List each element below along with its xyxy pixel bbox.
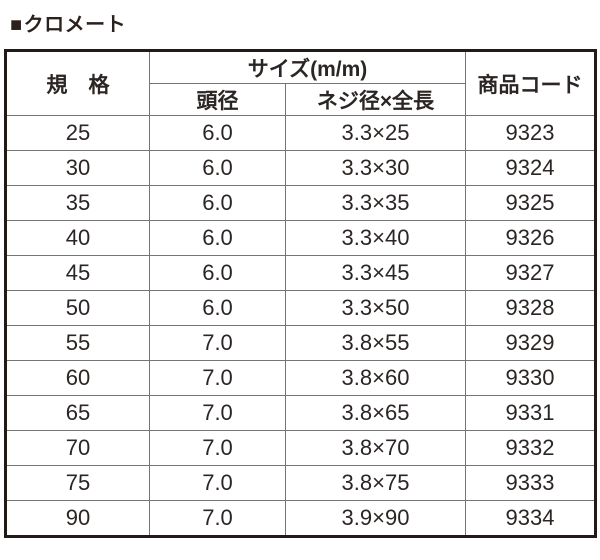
cell-spec: 55 [5,325,150,361]
cell-head-diameter: 6.0 [149,255,286,291]
cell-thread-dia-x-length: 3.8×65 [284,395,467,431]
cell-thread-dia-x-length: 3.9×90 [284,500,467,537]
table-row: 70 7.0 3.8×70 9332 [5,430,597,466]
page-title-text: クロメート [23,14,127,36]
header-thread-dia-x-length: ネジ径×全長 [284,83,467,116]
table-row: 45 6.0 3.3×45 9327 [5,255,597,291]
cell-spec: 65 [5,395,150,431]
spec-table: 規 格 サイズ(m/m) 商品コード 頭径 ネジ径×全長 25 6.0 3.3×25… [4,49,598,538]
cell-head-diameter: 7.0 [149,500,286,537]
cell-head-diameter: 6.0 [149,220,286,256]
cell-head-diameter: 6.0 [149,185,286,221]
header-product-code: 商品コード [465,50,597,116]
cell-thread-dia-x-length: 3.3×35 [284,185,467,221]
table-row: 30 6.0 3.3×30 9324 [5,150,597,186]
table-row: 35 6.0 3.3×35 9325 [5,185,597,221]
cell-spec: 25 [5,115,150,151]
cell-head-diameter: 6.0 [149,150,286,186]
cell-product-code: 9326 [465,220,597,256]
cell-spec: 45 [5,255,150,291]
header-row-top: 規 格 サイズ(m/m) 商品コード [5,50,597,116]
cell-thread-dia-x-length: 3.3×25 [284,115,467,151]
cell-head-diameter: 7.0 [149,430,286,466]
cell-spec: 50 [5,290,150,326]
cell-head-diameter: 7.0 [149,325,286,361]
cell-thread-dia-x-length: 3.8×55 [284,325,467,361]
table-row: 25 6.0 3.3×25 9323 [5,115,597,151]
cell-thread-dia-x-length: 3.3×30 [284,150,467,186]
header-spec: 規 格 [5,50,150,116]
cell-spec: 35 [5,185,150,221]
catalog-page: ■ クロメート 規 格 サイズ(m/m) 商品コード 頭径 ネジ径×全長 25 6… [0,13,600,560]
cell-thread-dia-x-length: 3.3×50 [284,290,467,326]
cell-thread-dia-x-length: 3.3×45 [284,255,467,291]
cell-spec: 75 [5,465,150,501]
cell-head-diameter: 6.0 [149,290,286,326]
cell-product-code: 9323 [465,115,597,151]
cell-product-code: 9324 [465,150,597,186]
bullet-square-icon: ■ [10,14,23,36]
table-row: 55 7.0 3.8×55 9329 [5,325,597,361]
cell-spec: 60 [5,360,150,396]
cell-spec: 30 [5,150,150,186]
cell-thread-dia-x-length: 3.3×40 [284,220,467,256]
cell-head-diameter: 7.0 [149,395,286,431]
cell-product-code: 9332 [465,430,597,466]
cell-product-code: 9334 [465,500,597,537]
spec-table-body: 25 6.0 3.3×25 9323 30 6.0 3.3×30 9324 35 6.0 3.3×3… [5,115,597,537]
cell-product-code: 9328 [465,290,597,326]
cell-head-diameter: 6.0 [149,115,286,151]
table-row: 90 7.0 3.9×90 9334 [5,500,597,537]
table-row: 65 7.0 3.8×65 9331 [5,395,597,431]
cell-product-code: 9329 [465,325,597,361]
cell-spec: 40 [5,220,150,256]
cell-product-code: 9333 [465,465,597,501]
cell-product-code: 9325 [465,185,597,221]
cell-thread-dia-x-length: 3.8×60 [284,360,467,396]
spec-table-header: 規 格 サイズ(m/m) 商品コード 頭径 ネジ径×全長 [5,50,597,116]
cell-product-code: 9331 [465,395,597,431]
cell-head-diameter: 7.0 [149,360,286,396]
table-row: 50 6.0 3.3×50 9328 [5,290,597,326]
header-size-group: サイズ(m/m) [148,50,467,84]
table-row: 75 7.0 3.8×75 9333 [5,465,597,501]
header-head-diameter: 頭径 [149,83,286,116]
header-row-sub: 頭径 ネジ径×全長 [6,83,596,116]
table-row: 60 7.0 3.8×60 9330 [5,360,597,396]
cell-product-code: 9327 [465,255,597,291]
cell-head-diameter: 7.0 [149,465,286,501]
cell-thread-dia-x-length: 3.8×75 [284,465,467,501]
table-row: 40 6.0 3.3×40 9326 [5,220,597,256]
cell-thread-dia-x-length: 3.8×70 [284,430,467,466]
cell-spec: 90 [5,500,150,537]
cell-product-code: 9330 [465,360,597,396]
page-title: ■ クロメート [10,13,600,37]
cell-spec: 70 [5,430,150,466]
